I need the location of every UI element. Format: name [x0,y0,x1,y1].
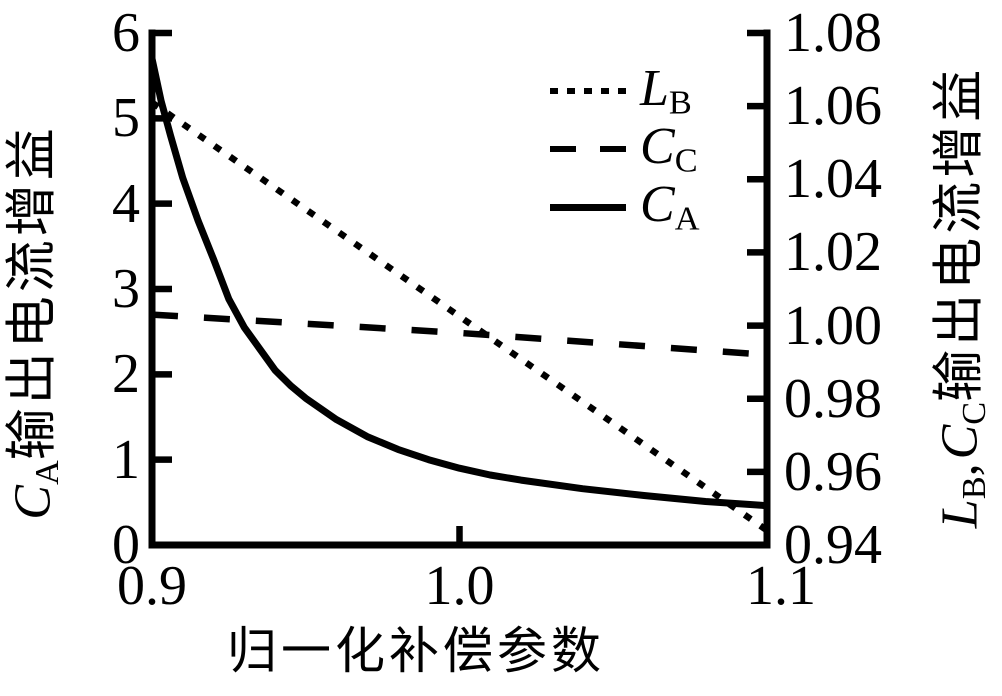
series-line-ca [148,57,768,510]
legend-label-lb-main: L [640,59,669,117]
axis-frame [148,29,771,549]
right-axis-tick-label: 0.94 [784,514,882,576]
legend-label-ca: CA [640,175,700,238]
left-y-axis-label-text: 输出电流增益 [4,124,62,461]
legend-item-ca: CA [550,178,699,236]
left-axis-tick-label: 2 [112,343,140,406]
left-axis-tick-label: 6 [112,2,140,64]
legend-label-lb: LB [640,59,692,122]
right-axis-tick-label: 1.06 [784,75,882,138]
right-axis-tick-label: 0.96 [784,440,882,503]
legend-label-cc-sub: C [674,141,698,180]
legend-item-cc: CC [550,120,699,178]
right-axis-tick-label: 0.98 [784,367,882,430]
legend-label-lb-sub: B [668,83,692,122]
right-y-axis-label-comma: , [931,459,989,477]
left-axis-tick-label: 5 [112,87,140,150]
legend-label-cc-main: C [640,117,675,175]
legend-label-cc: CC [640,117,698,180]
right-axis-tick-label: 1.00 [784,294,882,357]
right-axis-tick-label: 1.08 [784,2,882,64]
left-y-axis-label-subscript: A [28,460,67,486]
right-y-axis-label-subscript-c: C [955,401,994,425]
x-axis-tick-label: 1.0 [424,555,495,617]
right-y-axis-label: LB,CC输出电流增益 [931,65,994,529]
legend-dashed-line-sample [550,146,626,152]
x-axis-tick-label: 1.1 [746,555,816,617]
right-y-axis-label-subscript-b: B [955,476,994,500]
right-axis-tick-label: 1.02 [784,221,882,284]
right-axis-tick-label: 1.04 [784,148,882,211]
right-y-axis-label-text: 输出电流增益 [931,65,989,402]
left-y-axis-label-symbol: C [4,485,62,520]
right-y-axis-label-symbol-l: L [931,499,989,529]
x-axis-tick-label: 0.9 [117,555,187,617]
legend: LB CC CA [550,62,699,236]
legend-label-ca-main: C [640,175,675,233]
left-axis-tick-label: 1 [112,428,140,491]
left-axis-tick-label: 0 [112,514,140,576]
legend-label-ca-sub: A [674,199,700,238]
legend-dotted-line-sample [550,88,626,94]
x-axis-label: 归一化补偿参数 [227,623,605,679]
left-y-axis-label: CA输出电流增益 [4,124,67,520]
legend-item-lb: LB [550,62,699,120]
right-y-axis-label-symbol-c: C [931,424,989,460]
legend-solid-line-sample [550,203,626,211]
left-axis-tick-label: 4 [112,172,140,235]
left-axis-tick-label: 3 [112,258,140,320]
